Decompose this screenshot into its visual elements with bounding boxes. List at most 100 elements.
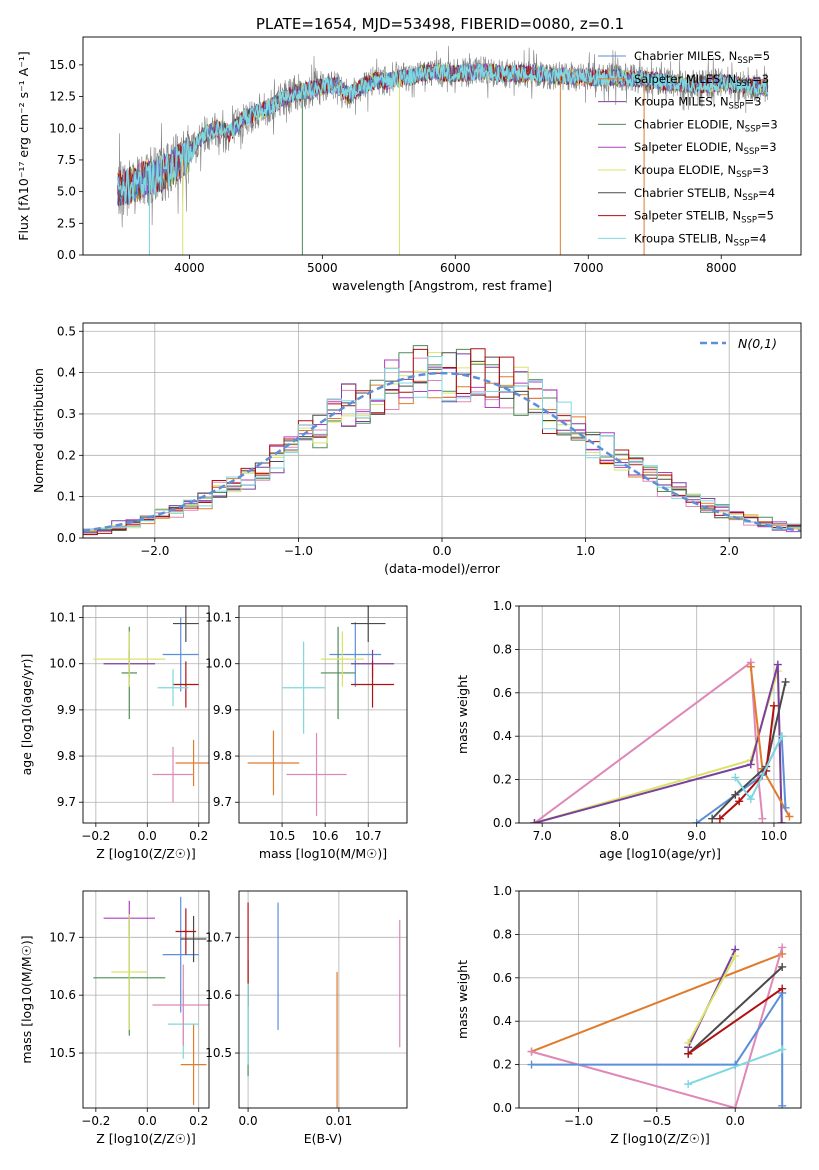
plus-marker — [777, 732, 786, 741]
x-tick-label: 6000 — [440, 261, 471, 275]
y-tick-label: 10.0 — [49, 657, 76, 671]
x-tick-label: 0.0 — [239, 1114, 258, 1128]
x-tick-label: 0.0 — [726, 1114, 745, 1128]
plus-marker — [778, 943, 787, 952]
x-tick-label: −0.2 — [81, 829, 110, 843]
plus-marker — [746, 760, 755, 769]
mass-weight-line — [687, 966, 783, 1055]
y-tick-label: 10.0 — [49, 121, 76, 135]
plus-marker — [530, 819, 539, 823]
x-axis-label: Z [log10(Z/Z☉)] — [96, 1131, 196, 1146]
y-tick-label: 0.0 — [493, 1101, 512, 1115]
figure-title: PLATE=1654, MJD=53498, FIBERID=0080, z=0… — [256, 15, 624, 33]
legend-entry: Kroupa MILES, NSSP=3 — [634, 95, 761, 112]
y-tick-label: 9.7 — [57, 795, 76, 809]
mass-weight-line — [687, 987, 783, 1055]
plus-marker — [769, 701, 778, 710]
axes-frame — [82, 890, 210, 1109]
y-tick-label: 0.1 — [57, 490, 76, 504]
y-axis-label: mass [log10(M/M☉)] — [19, 935, 34, 1063]
y-tick-label: 15.0 — [49, 58, 76, 72]
y-tick-label: 0.0 — [493, 816, 512, 830]
plus-marker — [778, 984, 787, 993]
plus-marker — [731, 952, 740, 961]
x-tick-label: 0.0 — [138, 1114, 157, 1128]
y-tick-label: 0.4 — [493, 729, 512, 743]
y-tick-label: 7.5 — [57, 153, 76, 167]
x-tick-label: 5000 — [307, 261, 338, 275]
y-tick-label: 9.8 — [213, 749, 232, 763]
x-tick-label: 9.0 — [687, 829, 706, 843]
x-tick-label: 0.2 — [189, 1114, 208, 1128]
x-tick-label: 10.0 — [761, 829, 788, 843]
axes-frame — [82, 322, 802, 539]
x-axis-label: mass [log10(M/M☉)] — [259, 846, 387, 861]
y-axis-label: mass weight — [455, 675, 470, 754]
plus-marker — [684, 1038, 693, 1047]
x-tick-label: 10.6 — [312, 829, 339, 843]
y-tick-label: 9.8 — [57, 749, 76, 763]
x-tick-label: 0.0 — [138, 829, 157, 843]
x-tick-label: 0.01 — [326, 1114, 353, 1128]
axes-frame — [238, 890, 408, 1109]
y-tick-label: 5.0 — [57, 185, 76, 199]
y-tick-label: 0.6 — [493, 686, 512, 700]
x-tick-label: −0.5 — [642, 1114, 671, 1128]
y-tick-label: 2.5 — [57, 216, 76, 230]
plus-marker — [731, 790, 740, 799]
legend-entry: Chabrier ELODIE, NSSP=3 — [634, 117, 778, 134]
x-tick-label: 2.0 — [720, 544, 739, 558]
x-tick-label: 10.7 — [355, 829, 382, 843]
x-tick-label: −1.0 — [564, 1114, 593, 1128]
y-axis-label: mass weight — [455, 960, 470, 1039]
plus-marker — [778, 1101, 787, 1108]
x-tick-label: 1.0 — [576, 544, 595, 558]
mass-weight-line — [534, 670, 783, 823]
y-tick-label: 10.1 — [49, 611, 76, 625]
y-tick-label: 10.7 — [205, 930, 232, 944]
legend-entry: Salpeter STELIB, NSSP=5 — [634, 209, 774, 226]
legend-entry: Chabrier STELIB, NSSP=4 — [634, 186, 775, 203]
x-axis-label: wavelength [Angstrom, rest frame] — [332, 278, 552, 293]
y-tick-label: 10.0 — [205, 657, 232, 671]
panel-3: 10.5 10.6 10.7 9.7 9.8 9.9 10.0 10.1 mass [log10… — [205, 605, 408, 861]
y-tick-label: 12.5 — [49, 90, 76, 104]
x-tick-label: 0.2 — [189, 829, 208, 843]
legend-entry: Chabrier MILES, NSSP=5 — [634, 49, 770, 66]
x-tick-label: 7.0 — [533, 829, 552, 843]
y-tick-label: 9.7 — [213, 795, 232, 809]
plus-marker — [781, 677, 790, 686]
plus-marker — [731, 1104, 740, 1108]
y-tick-label: 0.4 — [57, 366, 76, 380]
panel-2: −0.2 0.0 0.2 9.7 9.8 9.9 10.0 10.1 Z [log10(Z/Z☉… — [19, 605, 210, 861]
y-axis-label: age [log10(age/yr)] — [19, 654, 34, 776]
x-axis-label: E(B-V) — [304, 1131, 343, 1146]
plus-marker — [735, 797, 744, 806]
y-tick-label: 0.8 — [493, 642, 512, 656]
mass-weight-line — [687, 1048, 783, 1086]
panel-5: −0.2 0.0 0.2 10.5 10.6 10.7 Z [log10(Z/Z☉)] mas… — [19, 890, 210, 1146]
x-tick-label: 8000 — [706, 261, 737, 275]
x-tick-label: −1.0 — [284, 544, 313, 558]
plus-marker — [778, 1045, 787, 1054]
plus-marker — [708, 814, 717, 823]
y-tick-label: 1.0 — [493, 599, 512, 613]
y-tick-label: 0.6 — [493, 971, 512, 985]
mass-weight-line — [711, 681, 787, 820]
x-tick-label: −2.0 — [140, 544, 169, 558]
panel-6: 0.0 0.01 10.5 10.6 10.7 E(B-V) — [205, 890, 408, 1146]
legend-entry: N(0,1) — [738, 336, 777, 351]
y-tick-label: 0.2 — [493, 773, 512, 787]
x-tick-label: 7000 — [573, 261, 604, 275]
plus-marker — [778, 962, 787, 971]
axes-frame — [518, 605, 802, 824]
y-tick-label: 0.0 — [57, 248, 76, 262]
plus-marker — [731, 773, 740, 782]
axes-frame — [82, 605, 210, 824]
model-spectrum — [116, 62, 769, 205]
legend-entry: Kroupa STELIB, NSSP=4 — [634, 231, 766, 248]
mass-weight-line — [719, 705, 775, 820]
panel-4: 7.0 8.0 9.0 10.0 0.0 0.2 0.4 0.6 0.8 1.0 age [log1… — [455, 599, 802, 861]
axes-frame — [518, 890, 802, 1109]
